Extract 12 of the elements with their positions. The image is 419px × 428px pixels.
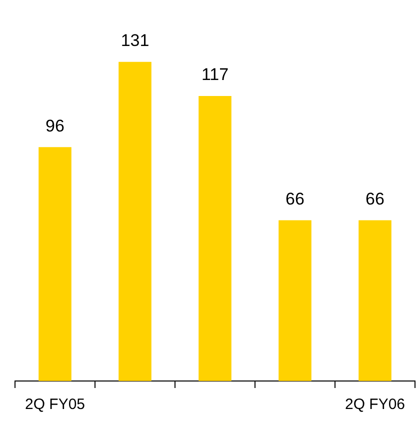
data-label: 96 — [46, 116, 64, 136]
data-label: 66 — [286, 189, 304, 208]
data-label: 117 — [201, 65, 229, 84]
bar — [198, 96, 232, 381]
x-tick-label: 2Q FY05 — [24, 396, 86, 414]
bar — [38, 147, 72, 381]
x-tick-label: 2Q FY06 — [344, 396, 406, 414]
data-label: 131 — [120, 31, 150, 50]
bar — [118, 62, 152, 381]
data-label: 66 — [366, 189, 384, 208]
bar — [358, 220, 392, 381]
bar — [278, 220, 312, 381]
